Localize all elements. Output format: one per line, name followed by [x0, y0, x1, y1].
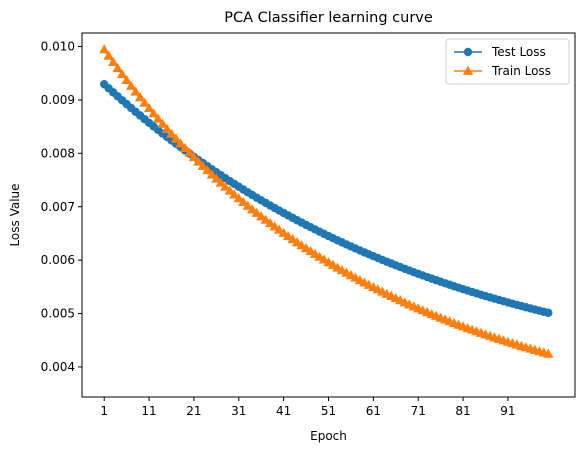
legend-entry: Test Loss — [454, 45, 546, 59]
data-point — [211, 173, 222, 183]
x-tick-label: 21 — [186, 404, 201, 418]
data-point — [193, 156, 204, 166]
data-point — [238, 196, 249, 207]
data-point — [139, 97, 150, 107]
data-point — [148, 108, 159, 118]
data-point — [233, 193, 244, 203]
data-point — [242, 200, 253, 210]
x-tick-label: 91 — [500, 404, 515, 418]
legend-marker — [463, 47, 473, 57]
x-axis: 1 11 21 31 41 51 61 71 81 91 — [100, 397, 516, 418]
data-point — [184, 147, 195, 157]
legend-marker — [462, 65, 474, 75]
data-point — [206, 169, 218, 179]
legend-entry: Train Loss — [454, 64, 551, 78]
series-test-loss — [100, 80, 553, 318]
data-point — [544, 308, 553, 318]
data-point — [143, 102, 155, 113]
data-point — [130, 86, 141, 96]
x-tick-label: 71 — [411, 404, 426, 418]
data-point — [170, 133, 182, 143]
data-point — [107, 56, 119, 67]
x-tick-label: 11 — [141, 404, 156, 418]
data-point — [99, 44, 110, 54]
y-tick-label: 0.010 — [41, 40, 75, 54]
data-point — [157, 118, 168, 128]
data-point — [543, 348, 554, 358]
data-point — [220, 181, 231, 191]
data-point — [215, 177, 227, 187]
y-tick-label: 0.008 — [41, 146, 75, 160]
data-point — [197, 160, 209, 170]
series-layer — [99, 44, 554, 358]
data-point — [161, 123, 173, 133]
y-tick-label: 0.009 — [41, 93, 75, 107]
data-point — [134, 92, 146, 102]
legend-label: Test Loss — [491, 45, 546, 59]
legend-entries: Test Loss Train Loss — [454, 45, 551, 78]
data-point — [224, 185, 236, 195]
y-tick-label: 0.004 — [41, 360, 75, 374]
x-axis-label: Epoch — [310, 429, 347, 443]
x-tick-label: 81 — [455, 404, 470, 418]
data-point — [202, 165, 213, 175]
y-tick-label: 0.005 — [41, 307, 75, 321]
series-train-loss — [99, 44, 554, 358]
data-point — [112, 63, 123, 73]
y-tick-label: 0.006 — [41, 253, 75, 267]
data-point — [103, 50, 114, 60]
data-point — [166, 128, 177, 138]
data-point — [152, 113, 164, 123]
x-tick-label: 61 — [366, 404, 381, 418]
y-tick-label: 0.007 — [41, 200, 75, 214]
data-point — [188, 152, 200, 162]
data-point — [229, 189, 240, 199]
x-tick-label: 31 — [231, 404, 246, 418]
data-point — [121, 74, 132, 85]
x-tick-label: 51 — [321, 404, 336, 418]
chart-title: PCA Classifier learning curve — [224, 10, 433, 26]
data-point — [125, 80, 137, 90]
legend-label: Train Loss — [491, 64, 551, 78]
data-point — [175, 138, 186, 148]
legend: Test Loss Train Loss — [445, 38, 570, 85]
x-tick-label: 41 — [276, 404, 291, 418]
y-axis-label: Loss Value — [8, 183, 22, 246]
x-tick-label: 1 — [100, 404, 108, 418]
data-point — [179, 142, 191, 153]
legend-box — [445, 38, 570, 85]
data-point — [116, 69, 128, 79]
y-axis: 0.004 0.005 0.006 0.007 0.008 0.009 0.010 — [41, 40, 82, 374]
